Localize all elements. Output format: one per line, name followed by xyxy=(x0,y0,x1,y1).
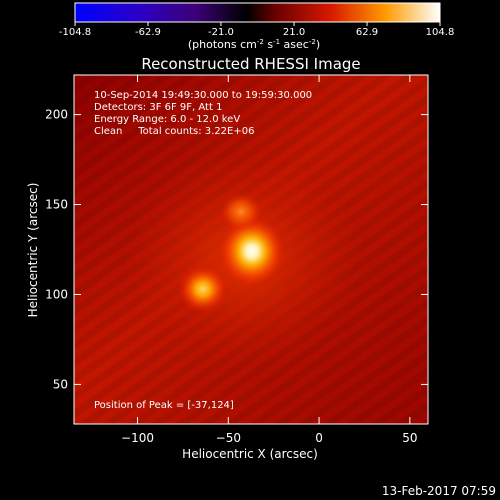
colorbar-gradient xyxy=(75,3,440,22)
colorbar-tick-label: -21.0 xyxy=(208,27,234,38)
x-tick-label: −100 xyxy=(121,431,154,445)
info-line-2: Detectors: 3F 6F 9F, Att 1 xyxy=(94,102,222,113)
x-tick-label: 50 xyxy=(402,431,417,445)
info-line-3: Energy Range: 6.0 - 12.0 keV xyxy=(94,114,240,125)
peak-label: Position of Peak = [-37,124] xyxy=(94,400,234,411)
plot-title: Reconstructed RHESSI Image xyxy=(141,55,360,73)
x-axis-label: Heliocentric X (arcsec) xyxy=(182,447,318,461)
y-tick-label: 50 xyxy=(53,377,68,391)
colorbar-tick-label: -62.9 xyxy=(135,27,161,38)
x-tick-label: 0 xyxy=(315,431,323,445)
y-axis-label: Heliocentric Y (arcsec) xyxy=(26,183,40,318)
y-tick-label: 150 xyxy=(45,198,68,212)
colorbar-frame xyxy=(74,2,441,23)
colorbar: -104.8 -62.9 -21.0 21.0 62.9 104.8 (photons c… xyxy=(59,2,454,51)
flare-source xyxy=(217,215,286,288)
colorbar-units: (photons cm-2 s-1 asec-2) xyxy=(188,38,320,51)
colorbar-tick-label: 62.9 xyxy=(356,27,378,38)
y-tick-label: 200 xyxy=(45,108,68,122)
plot-frame xyxy=(73,74,429,425)
y-tick-label: 100 xyxy=(45,287,68,301)
info-line-1: 10-Sep-2014 19:49:30.000 to 19:59:30.000 xyxy=(94,90,312,101)
info-line-4: Clean Total counts: 3.22E+06 xyxy=(94,126,254,137)
flare-source xyxy=(219,191,264,232)
x-tick-label: −50 xyxy=(216,431,241,445)
axis-ticks: −100 −50 0 50 50 100 150 200 xyxy=(45,75,428,445)
colorbar-tick-label: 21.0 xyxy=(283,27,305,38)
colorbar-ticks: -104.8 -62.9 -21.0 21.0 62.9 104.8 xyxy=(59,22,454,38)
heatmap-image xyxy=(74,75,428,424)
colorbar-tick-label: 104.8 xyxy=(426,27,455,38)
colorbar-tick-label: -104.8 xyxy=(59,27,91,38)
flare-source xyxy=(177,265,228,314)
timestamp: 13-Feb-2017 07:59 xyxy=(382,484,496,498)
